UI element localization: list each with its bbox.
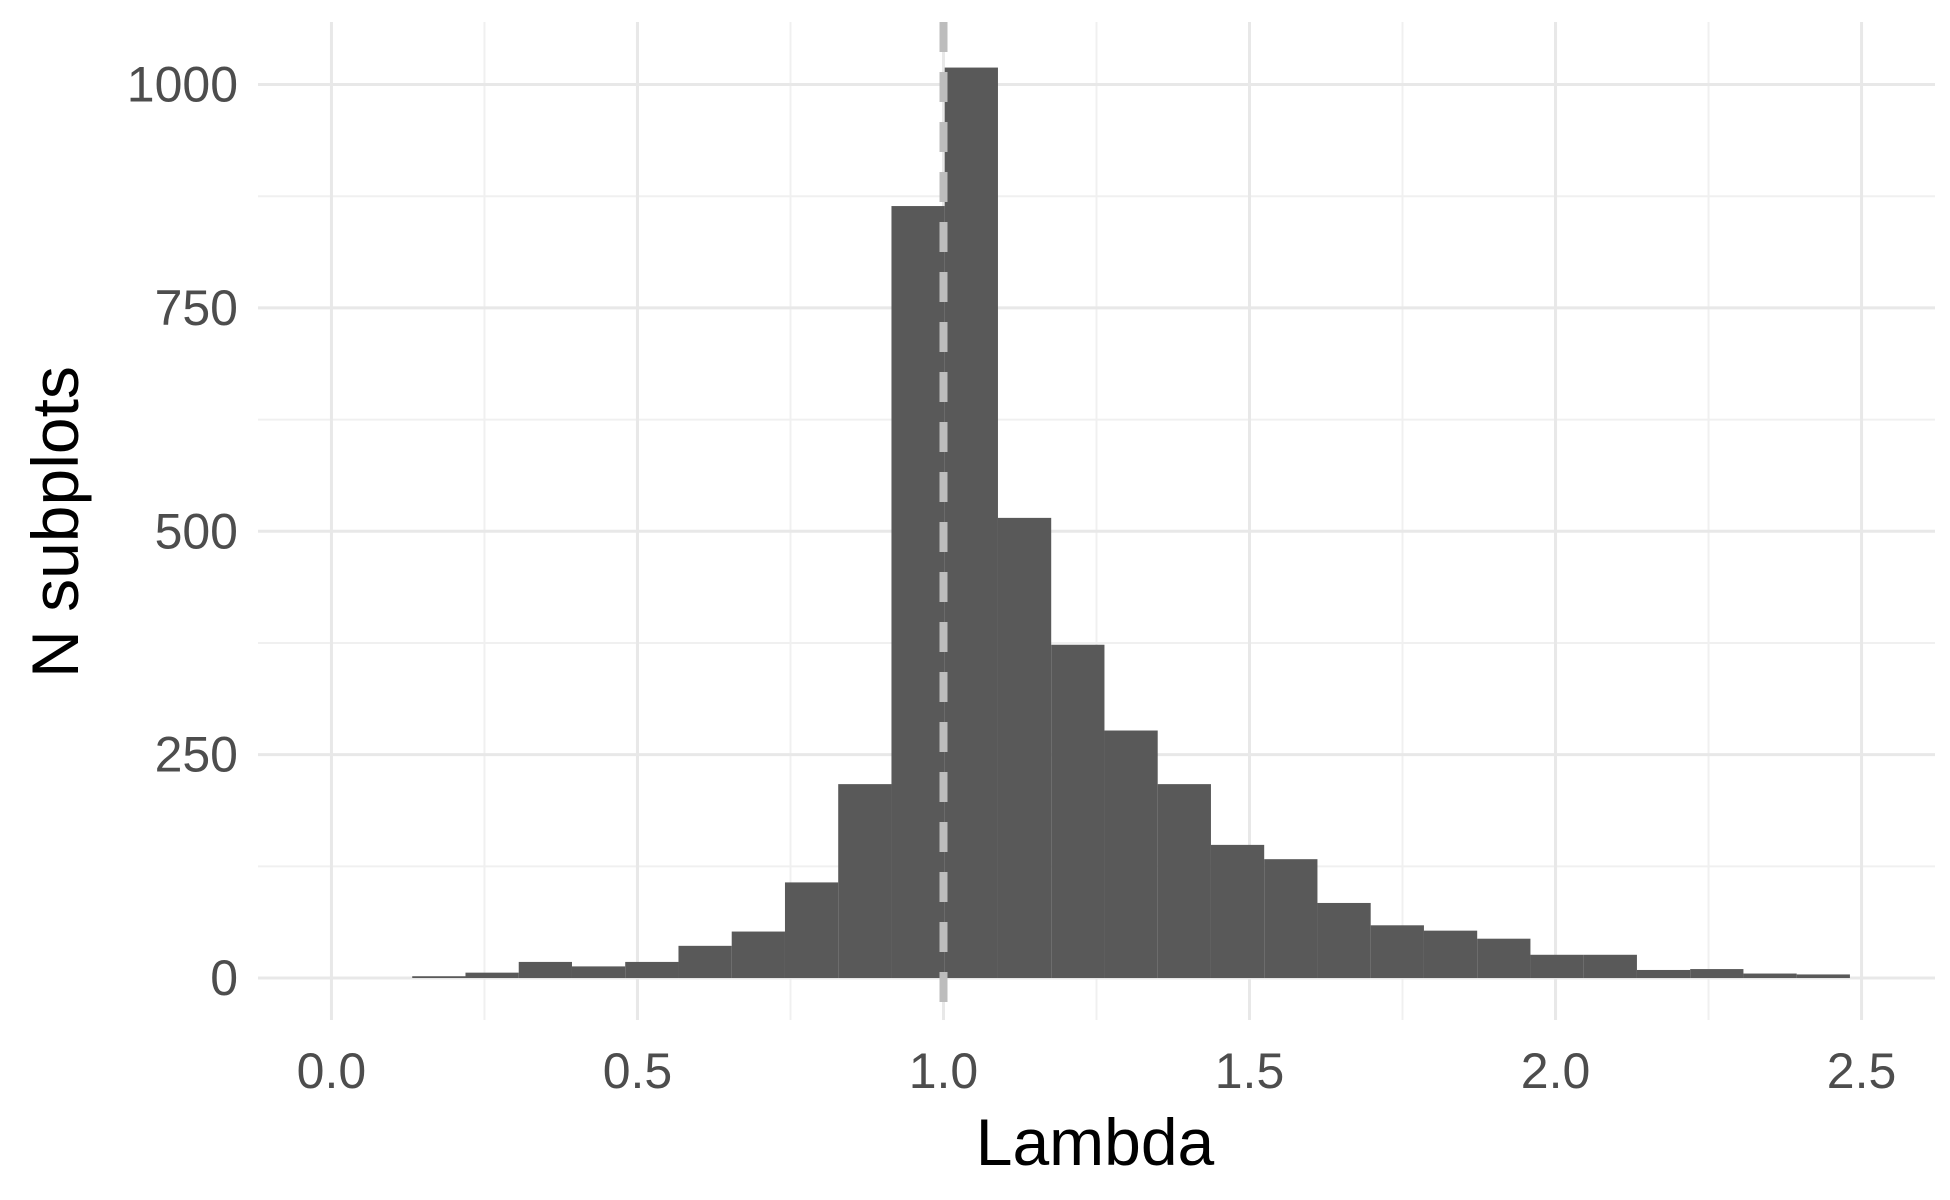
y-tick-label: 500 [155, 503, 238, 559]
histogram-bar [731, 931, 785, 979]
histogram-bar [997, 517, 1052, 979]
histogram-bar [518, 961, 572, 979]
histogram-bar [1051, 644, 1105, 979]
histogram-bar [1157, 784, 1211, 979]
histogram-bar [1530, 954, 1584, 979]
histogram-bar [1264, 859, 1318, 979]
histogram-bar [1636, 969, 1691, 979]
x-tick-label: 2.0 [1521, 1043, 1591, 1099]
x-tick-label: 0.0 [297, 1043, 367, 1099]
histogram-bar [1477, 938, 1531, 979]
histogram-bar [1796, 974, 1850, 979]
histogram-bar [1423, 930, 1478, 979]
histogram-bar [1743, 973, 1797, 979]
histogram-bar [1583, 954, 1637, 979]
x-tick-label: 1.0 [909, 1043, 979, 1099]
histogram-bar [678, 945, 732, 979]
y-tick-label: 1000 [127, 57, 238, 113]
histogram-bar [838, 784, 892, 979]
x-tick-label: 1.5 [1215, 1043, 1285, 1099]
histogram-bar [1690, 969, 1744, 979]
histogram-bar [625, 961, 679, 979]
histogram-bar [571, 966, 626, 979]
histogram-bar [1370, 925, 1424, 979]
histogram-bar [891, 206, 945, 979]
y-tick-label: 750 [155, 280, 238, 336]
histogram-bar [1104, 730, 1158, 979]
histogram-bar [1317, 902, 1371, 979]
histogram-bar [465, 972, 519, 979]
y-axis-tick-labels: 0 250 500 750 1000 [127, 57, 238, 1006]
x-tick-label: 0.5 [603, 1043, 673, 1099]
histogram-bar [944, 67, 998, 979]
x-axis-title: Lambda [976, 1105, 1215, 1179]
y-tick-label: 250 [155, 727, 238, 783]
histogram-bar [1210, 844, 1265, 979]
x-axis-tick-labels: 0.0 0.5 1.0 1.5 2.0 2.5 [297, 1043, 1897, 1099]
y-tick-label: 0 [210, 950, 238, 1006]
histogram-bar [784, 882, 839, 979]
x-tick-label: 2.5 [1827, 1043, 1897, 1099]
y-axis-title: N subplots [18, 366, 92, 678]
histogram-bar [412, 976, 466, 979]
histogram-bars [412, 67, 1850, 979]
